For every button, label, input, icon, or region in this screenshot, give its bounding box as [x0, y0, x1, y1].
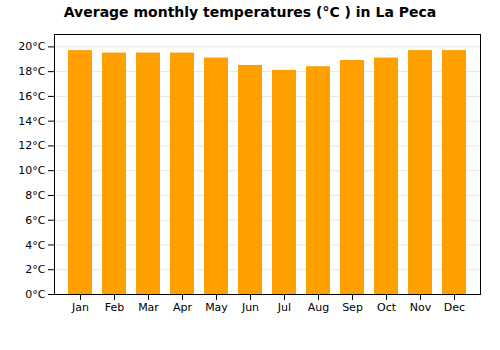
svg-text:14°C: 14°C — [18, 115, 45, 128]
svg-text:10°C: 10°C — [18, 164, 45, 177]
svg-text:2°C: 2°C — [25, 263, 45, 276]
svg-text:May: May — [205, 301, 228, 314]
svg-text:Oct: Oct — [377, 301, 397, 314]
svg-text:Sep: Sep — [342, 301, 363, 314]
svg-text:12°C: 12°C — [18, 139, 45, 152]
svg-text:6°C: 6°C — [25, 214, 45, 227]
svg-text:Apr: Apr — [173, 301, 193, 314]
svg-text:Jul: Jul — [277, 301, 291, 314]
svg-text:Aug: Aug — [308, 301, 329, 314]
svg-text:Dec: Dec — [444, 301, 465, 314]
html-text:Average monthly temperatures (: Average monthly temperatures (°C ) in La… — [63, 4, 437, 20]
svg-text:Feb: Feb — [105, 301, 124, 314]
svg-text:8°C: 8°C — [25, 189, 45, 202]
svg-text:20°C: 20°C — [18, 40, 45, 53]
svg-text:Nov: Nov — [410, 301, 432, 314]
svg-text:Jun: Jun — [241, 301, 259, 314]
svg-text:18°C: 18°C — [18, 65, 45, 78]
svg-text:4°C: 4°C — [25, 238, 45, 251]
svg-text:Mar: Mar — [138, 301, 159, 314]
svg-text:Jan: Jan — [71, 301, 89, 314]
svg-text:0°C: 0°C — [25, 288, 45, 301]
svg-text:16°C: 16°C — [18, 90, 45, 103]
